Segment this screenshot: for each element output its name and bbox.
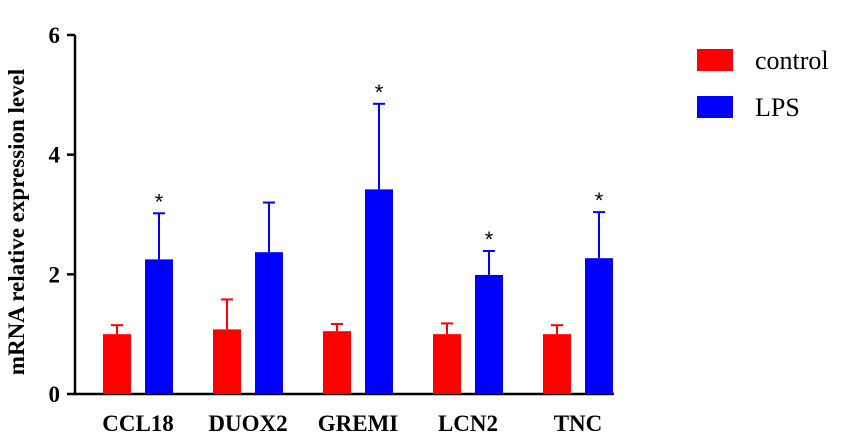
legend-label-lps: LPS [755,93,800,122]
significance-mark: * [485,227,494,252]
bars: * * * * [103,80,613,394]
y-tick-label: 0 [49,382,61,407]
bar-control-tnc [543,334,571,394]
bar-control-lcn2 [433,334,461,394]
bar-control-gremi [323,331,351,394]
significance-mark: * [375,80,384,105]
bar-control-duox2 [213,329,241,394]
x-tick-label: GREMI [318,411,399,436]
x-tick-label: LCN2 [438,411,498,436]
y-axis: 0 2 4 6 [49,23,77,407]
bar-lps-gremi [365,189,393,394]
legend-swatch-control [697,49,733,71]
y-axis-label: mRNA relative expression level [4,69,29,375]
legend: control LPS [697,46,829,122]
significance-mark: * [595,188,604,213]
x-tick-label: DUOX2 [208,411,287,436]
bar-lps-tnc [585,258,613,394]
bar-lps-duox2 [255,252,283,394]
x-tick-label: TNC [554,411,603,436]
significance-mark: * [155,189,164,214]
legend-label-control: control [755,46,829,75]
bar-lps-lcn2 [475,274,503,394]
x-axis: CCL18 DUOX2 GREMI LCN2 TNC [74,392,614,436]
y-tick-label: 6 [49,23,61,48]
bar-control-ccl18 [103,334,131,394]
legend-swatch-lps [697,96,733,118]
y-tick-label: 2 [49,262,61,287]
x-tick-label: CCL18 [102,411,174,436]
y-tick-label: 4 [49,143,61,168]
bar-lps-ccl18 [145,259,173,394]
